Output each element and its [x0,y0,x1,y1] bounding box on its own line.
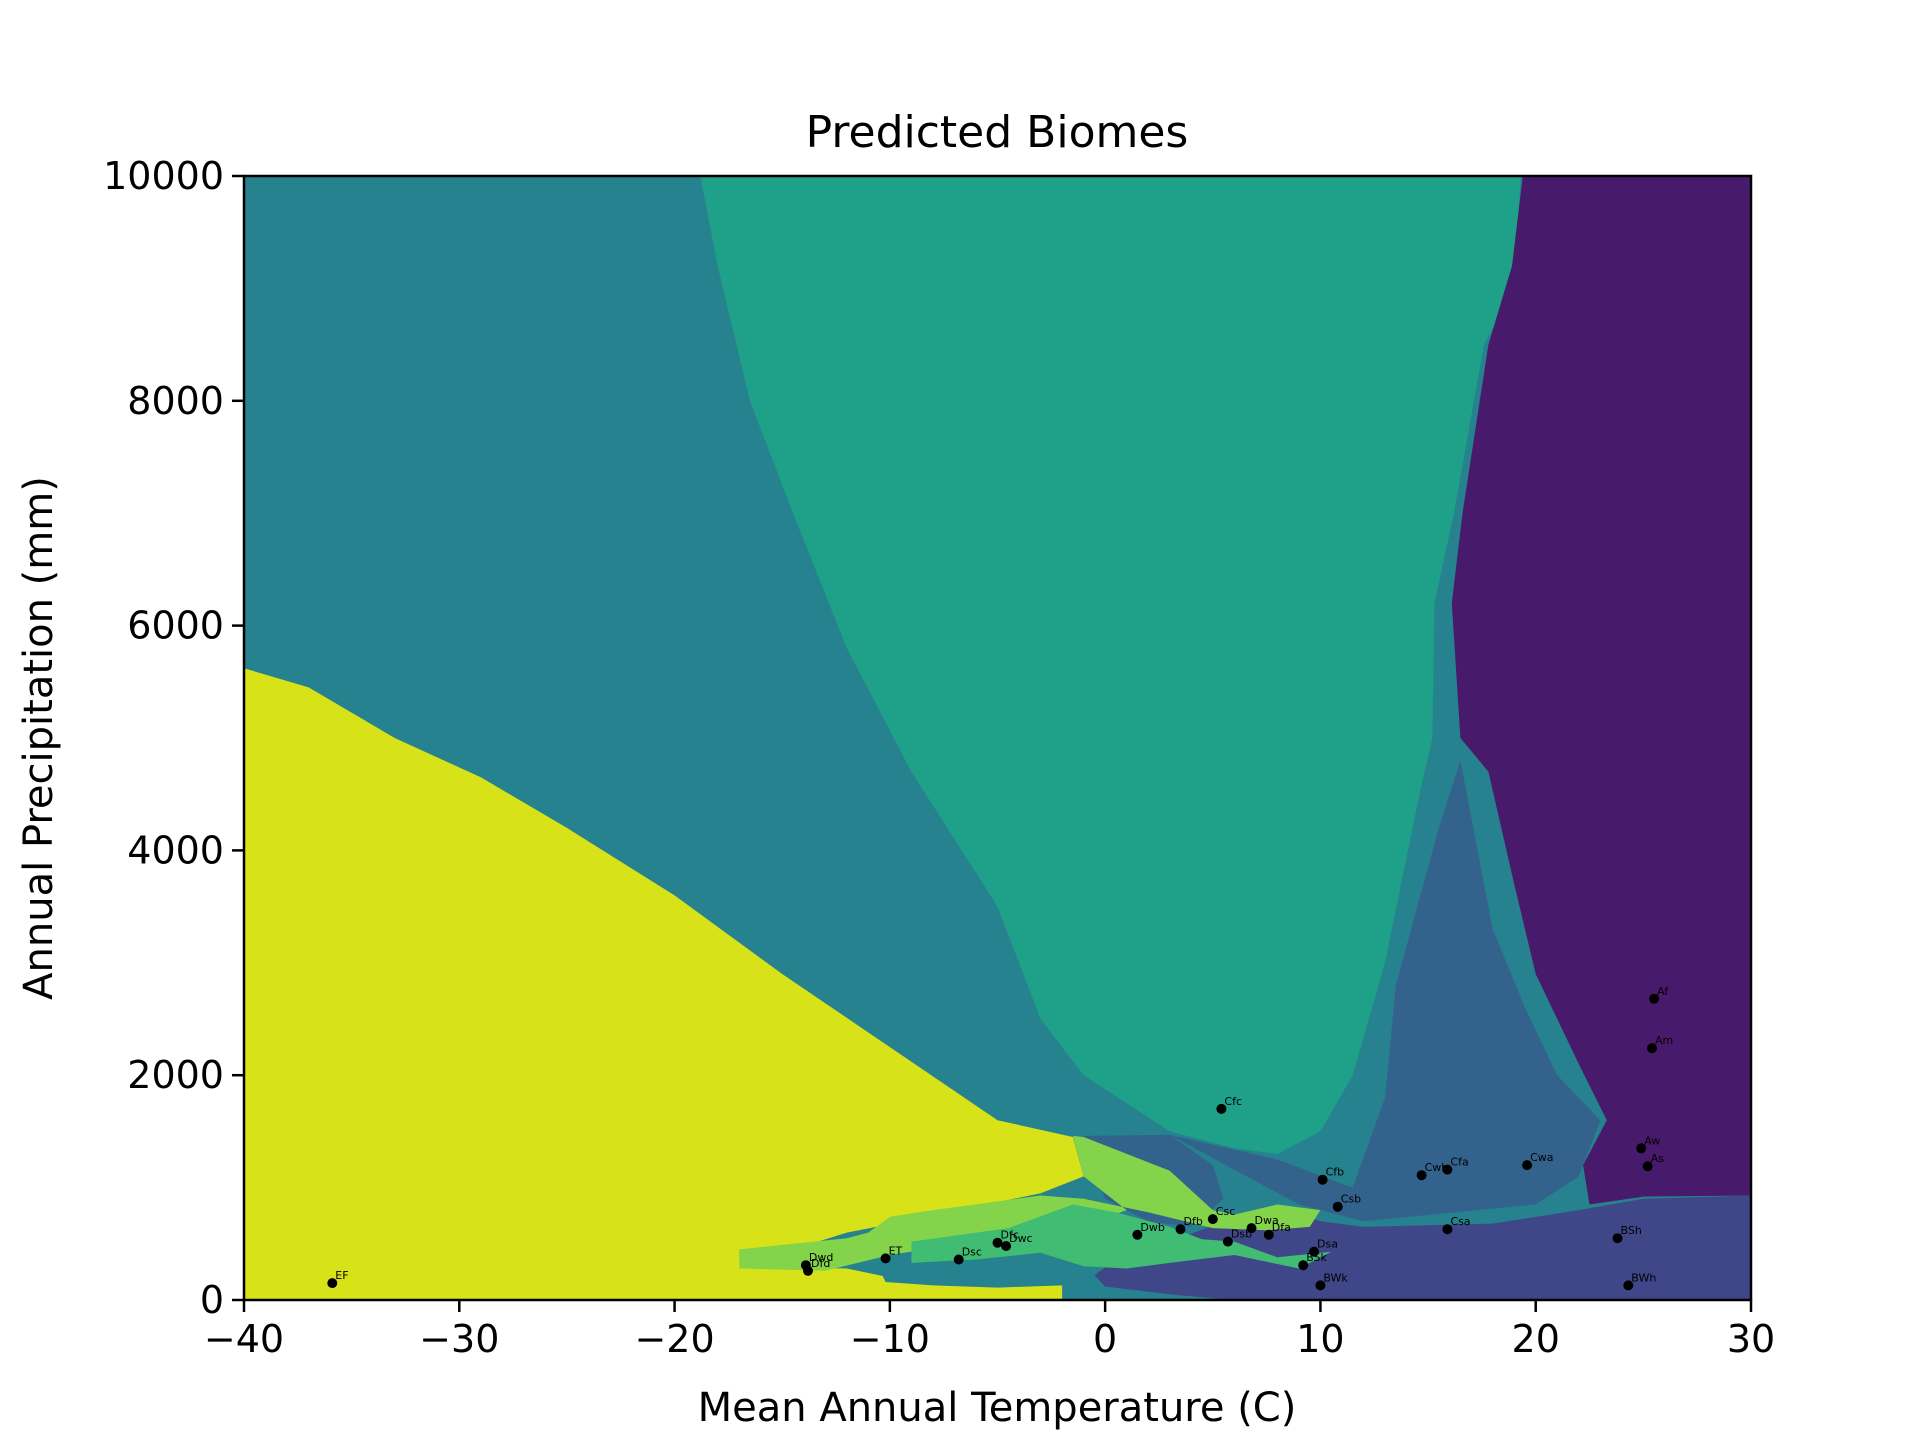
region-subpolar [739,1135,1321,1271]
point-label-dfc: Dfc [1001,1229,1019,1242]
point-cfc [1216,1103,1227,1114]
point-csc [1207,1214,1218,1225]
point-label-ef: EF [335,1269,348,1282]
point-label-cfc: Cfc [1224,1095,1242,1108]
point-bsk [1298,1260,1309,1271]
point-af [1649,993,1660,1004]
point-dfb [1175,1224,1186,1235]
y-axis-ticks: 0 2000 4000 6000 8000 10000 [103,154,244,1322]
point-label-cwa: Cwa [1530,1151,1553,1164]
point-dfd [803,1265,813,1276]
x-tick-label: −20 [634,1317,714,1361]
point-label-dfa: Dfa [1272,1221,1291,1234]
y-axis-label: Annual Precipitation (mm) [16,476,62,1000]
point-label-csc: Csc [1216,1205,1235,1218]
point-label-am: Am [1655,1034,1673,1047]
chart-title: Predicted Biomes [806,107,1189,158]
point-dfa [1263,1229,1274,1240]
point-label-cwb: Cwb [1425,1161,1449,1174]
point-label-cfb: Cfb [1326,1166,1345,1179]
region-montane [700,176,1521,1154]
point-cfa [1442,1164,1453,1175]
region-continental [911,1204,1332,1269]
point-aw [1636,1143,1647,1154]
point-label-csb: Csb [1341,1193,1361,1206]
point-label-dfd: Dfd [811,1257,830,1270]
x-axis-label: Mean Annual Temperature (C) [698,1385,1297,1431]
y-tick-label: 6000 [127,604,224,648]
x-tick-label: −30 [419,1317,499,1361]
point-bsh [1612,1233,1623,1244]
point-dsb [1222,1236,1233,1247]
point-label-csa: Csa [1450,1215,1470,1228]
y-tick-label: 2000 [127,1053,224,1097]
point-csb [1332,1201,1343,1212]
x-tick-label: −40 [204,1317,284,1361]
x-tick-label: 30 [1727,1317,1775,1361]
plot-frame [242,174,1753,1302]
point-label-dsc: Dsc [962,1246,982,1259]
y-tick-label: 0 [200,1278,224,1322]
point-dfc [992,1237,1003,1248]
point-dsa [1309,1246,1319,1257]
point-label-dwc: Dwc [1009,1232,1033,1245]
point-ef [327,1278,338,1289]
x-tick-label: 20 [1512,1317,1560,1361]
data-points: AfAmAwAsBShBWhBSkBWkCfcCfbCfaCwbCwaCsbCs… [327,985,1673,1291]
point-bwk [1315,1280,1326,1291]
point-cfb [1317,1174,1328,1185]
point-label-et: ET [889,1244,903,1257]
point-dwa [1246,1223,1257,1234]
point-am [1647,1043,1657,1054]
point-label-bwh: BWh [1631,1271,1656,1284]
y-tick-label: 4000 [127,828,224,872]
x-tick-label: 0 [1093,1317,1117,1361]
point-et [880,1253,891,1264]
y-tick-label: 8000 [127,379,224,423]
point-label-dfb: Dfb [1184,1215,1203,1228]
region-semi-arid [1169,760,1601,1222]
point-cwb [1416,1170,1427,1181]
point-label-cfa: Cfa [1450,1156,1468,1169]
y-tick-label: 10000 [103,154,224,198]
point-as [1642,1161,1653,1172]
point-label-bsh: BSh [1621,1224,1642,1237]
point-label-as: As [1651,1152,1665,1165]
point-label-aw: Aw [1644,1134,1660,1147]
point-label-dsb: Dsb [1231,1228,1252,1241]
point-dsc [953,1254,964,1265]
region-tropical [1451,176,1751,1205]
point-label-dwd: Dwd [809,1251,833,1264]
x-tick-label: 10 [1296,1317,1344,1361]
biome-regions [244,176,1751,1300]
point-label-dsa: Dsa [1317,1238,1338,1251]
x-tick-label: −10 [850,1317,930,1361]
point-cwa [1522,1160,1533,1171]
point-label-dwb: Dwb [1140,1221,1164,1234]
region-polar [244,668,1084,1300]
region-temperate-humid [879,1264,1063,1288]
point-label-dwa: Dwa [1255,1214,1279,1227]
point-csa [1442,1224,1453,1235]
point-bwh [1623,1280,1634,1291]
point-dwb [1132,1229,1143,1240]
x-axis-ticks: −40 −30 −20 −10 0 10 20 30 [204,1300,1775,1361]
point-label-bwk: BWk [1323,1271,1348,1284]
point-dwc [1001,1241,1012,1251]
point-label-af: Af [1657,985,1669,998]
